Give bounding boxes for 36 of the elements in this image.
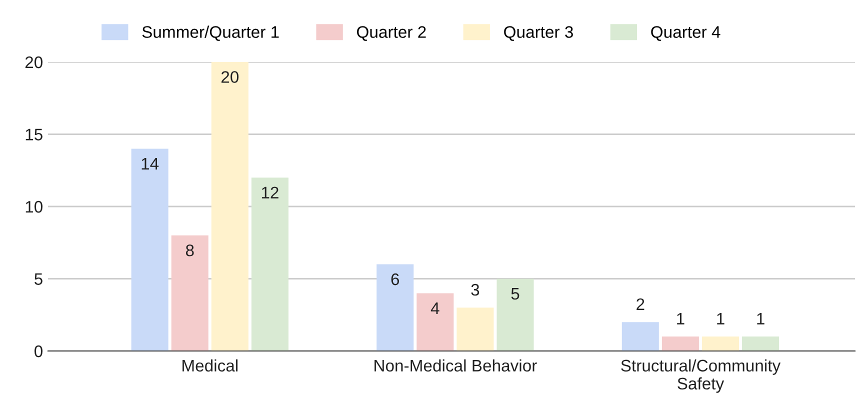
bar (251, 178, 288, 351)
legend-label: Quarter 2 (357, 26, 426, 41)
data-label: 3 (471, 284, 480, 296)
bar (456, 308, 494, 351)
bar (416, 293, 454, 351)
y-tick-label: 0 (34, 345, 42, 358)
bar (622, 322, 659, 351)
data-label: 1 (717, 312, 724, 324)
bar (171, 235, 208, 351)
data-label: 6 (391, 273, 400, 286)
bar (702, 336, 740, 351)
legend-label: Quarter 4 (651, 26, 720, 41)
bar (662, 336, 699, 351)
bar (211, 62, 248, 351)
data-label: 14 (142, 158, 159, 170)
y-tick-label: 20 (25, 56, 42, 68)
bar (742, 336, 780, 351)
data-label: 1 (677, 312, 684, 324)
legend-label: Summer/Quarter 1 (142, 26, 279, 41)
y-tick-label: 10 (26, 200, 42, 213)
data-label: 1 (757, 312, 764, 324)
bar (496, 278, 534, 351)
x-tick-label: Medical (182, 359, 238, 372)
legend-label: Quarter 3 (504, 26, 573, 41)
x-tick-label: Structural/Community Safety (621, 359, 781, 393)
y-tick-label: 5 (34, 273, 42, 285)
data-label: 5 (511, 288, 520, 300)
data-label: 8 (186, 244, 194, 256)
data-label: 12 (262, 186, 278, 198)
bar (376, 264, 414, 351)
data-label: 4 (430, 302, 440, 314)
x-tick-label: Non-Medical Behavior (374, 359, 537, 372)
data-label: 2 (636, 298, 644, 310)
y-tick-label: 15 (26, 128, 42, 140)
bar (131, 148, 168, 351)
data-label: 20 (221, 71, 239, 83)
